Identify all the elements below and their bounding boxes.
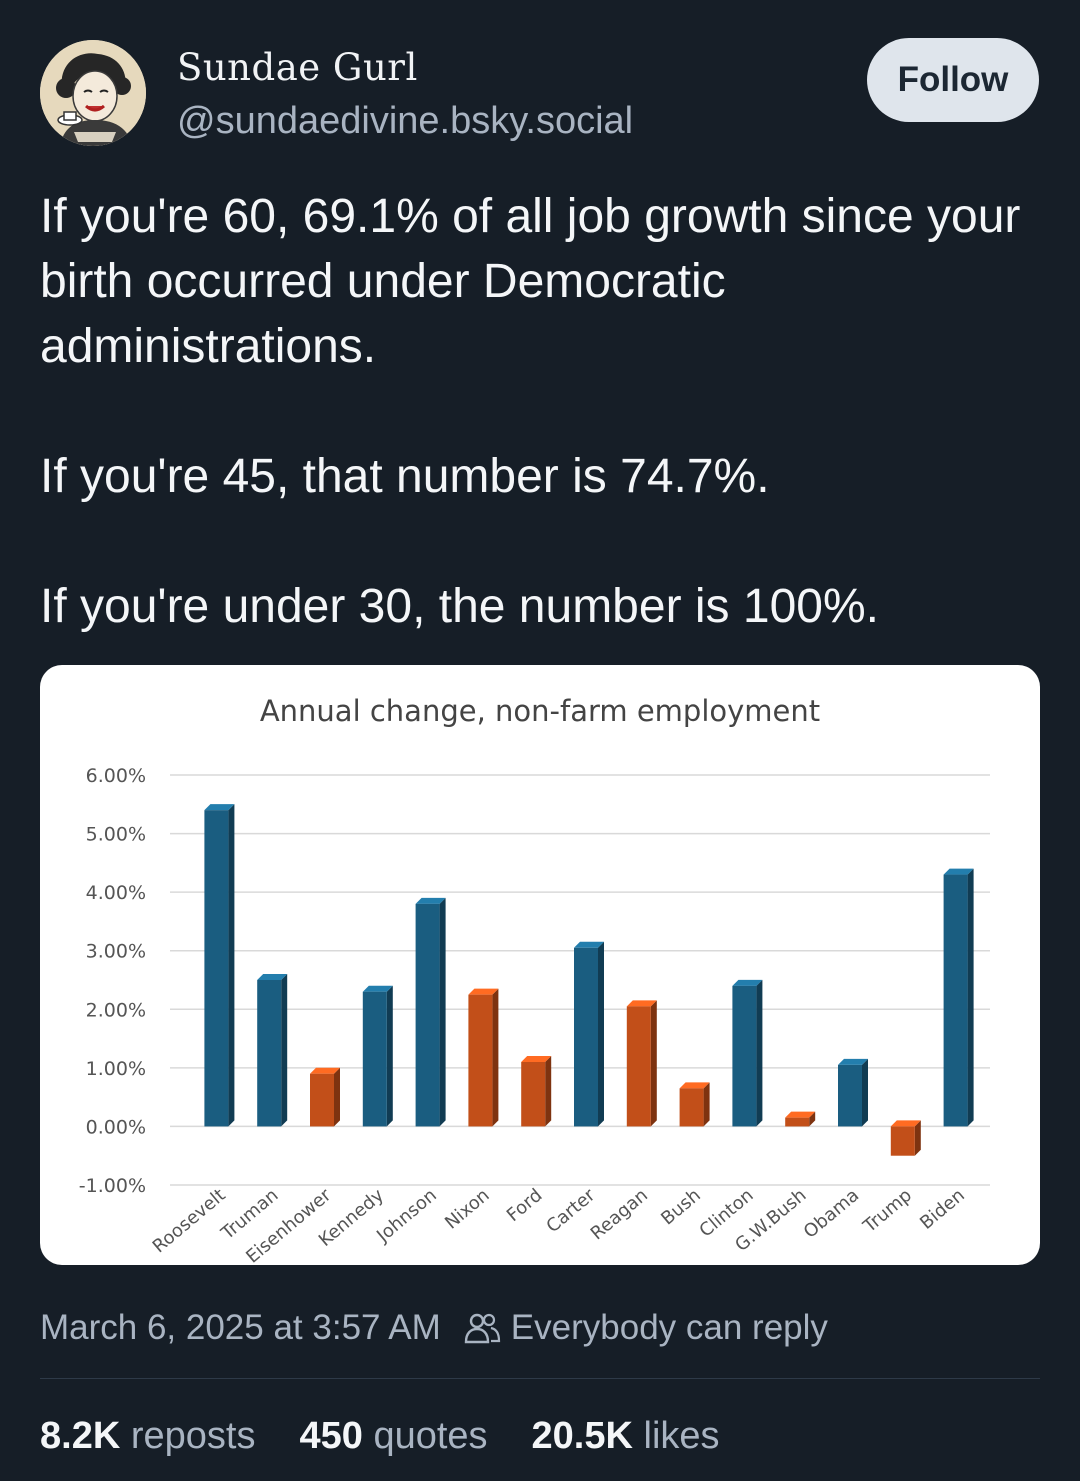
post-paragraph: If you're under 30, the number is 100%. bbox=[40, 580, 879, 633]
post-text: If you're 60, 69.1% of all job growth si… bbox=[40, 184, 1040, 639]
y-tick-label: 1.00% bbox=[86, 1058, 146, 1080]
post-meta: March 6, 2025 at 3:57 AM Everybody can r… bbox=[40, 1305, 828, 1351]
y-tick-label: 0.00% bbox=[86, 1116, 146, 1138]
x-tick-label: Reagan bbox=[587, 1185, 652, 1245]
x-tick-label: Johnson bbox=[372, 1185, 441, 1247]
post-timestamp[interactable]: March 6, 2025 at 3:57 AM bbox=[40, 1308, 441, 1347]
y-tick-label: 3.00% bbox=[86, 941, 146, 963]
bar-g-w-bush bbox=[785, 1111, 816, 1127]
quotes-label: quotes bbox=[373, 1414, 488, 1457]
y-tick-label: 2.00% bbox=[86, 999, 146, 1021]
bar-kennedy bbox=[362, 985, 393, 1127]
post-paragraph: If you're 45, that number is 74.7%. bbox=[40, 450, 770, 503]
bar-eisenhower bbox=[310, 1067, 340, 1127]
bar-ford bbox=[521, 1056, 552, 1127]
bar-truman bbox=[257, 974, 288, 1127]
y-tick-label: -1.00% bbox=[79, 1175, 146, 1197]
reposts-stat[interactable]: 8.2K reposts bbox=[40, 1415, 255, 1458]
x-tick-label: Nixon bbox=[441, 1185, 494, 1234]
bar-chart: Annual change, non-farm employment 6.00%… bbox=[79, 694, 990, 1265]
bar-reagan bbox=[626, 1000, 657, 1127]
author-avatar[interactable] bbox=[40, 40, 146, 146]
bar-obama bbox=[838, 1058, 868, 1127]
x-tick-label: Roosevelt bbox=[149, 1185, 230, 1258]
x-tick-label: Ford bbox=[503, 1185, 547, 1226]
post-paragraph: If you're 60, 69.1% of all job growth si… bbox=[40, 190, 1021, 373]
bar-carter bbox=[574, 941, 604, 1127]
people-icon bbox=[464, 1313, 500, 1344]
bar-nixon bbox=[468, 988, 499, 1127]
author-handle[interactable]: @sundaedivine.bsky.social bbox=[177, 100, 634, 142]
retro-woman-avatar-icon bbox=[40, 40, 146, 146]
divider bbox=[40, 1378, 1040, 1379]
y-tick-label: 4.00% bbox=[86, 882, 146, 904]
reply-setting-label: Everybody can reply bbox=[510, 1308, 828, 1347]
y-tick-label: 5.00% bbox=[86, 824, 146, 846]
reposts-label: reposts bbox=[130, 1414, 256, 1457]
engagement-stats: 8.2K reposts 450 quotes 20.5K likes bbox=[40, 1408, 720, 1464]
x-tick-label: Trump bbox=[859, 1185, 916, 1238]
chart-title: Annual change, non-farm employment bbox=[260, 694, 820, 728]
x-tick-label: Biden bbox=[916, 1185, 969, 1234]
reposts-count: 8.2K bbox=[40, 1414, 121, 1457]
likes-count: 20.5K bbox=[531, 1414, 633, 1457]
reply-setting: Everybody can reply bbox=[463, 1308, 828, 1348]
bar-clinton bbox=[732, 979, 763, 1127]
likes-stat[interactable]: 20.5K likes bbox=[532, 1415, 720, 1458]
bar-bush bbox=[679, 1082, 710, 1127]
follow-button[interactable]: Follow bbox=[867, 38, 1039, 122]
quotes-count: 450 bbox=[299, 1414, 363, 1457]
x-tick-label: Obama bbox=[800, 1185, 863, 1243]
y-tick-label: 6.00% bbox=[86, 765, 146, 787]
chart-image[interactable]: Annual change, non-farm employment 6.00%… bbox=[40, 665, 1040, 1265]
likes-label: likes bbox=[643, 1414, 720, 1457]
bar-trump bbox=[890, 1120, 921, 1156]
author-display-name[interactable]: Sundae Gurl bbox=[177, 46, 418, 89]
bar-biden bbox=[943, 868, 974, 1127]
bar-johnson bbox=[415, 897, 446, 1127]
bar-roosevelt bbox=[204, 804, 235, 1127]
quotes-stat[interactable]: 450 quotes bbox=[299, 1415, 487, 1458]
